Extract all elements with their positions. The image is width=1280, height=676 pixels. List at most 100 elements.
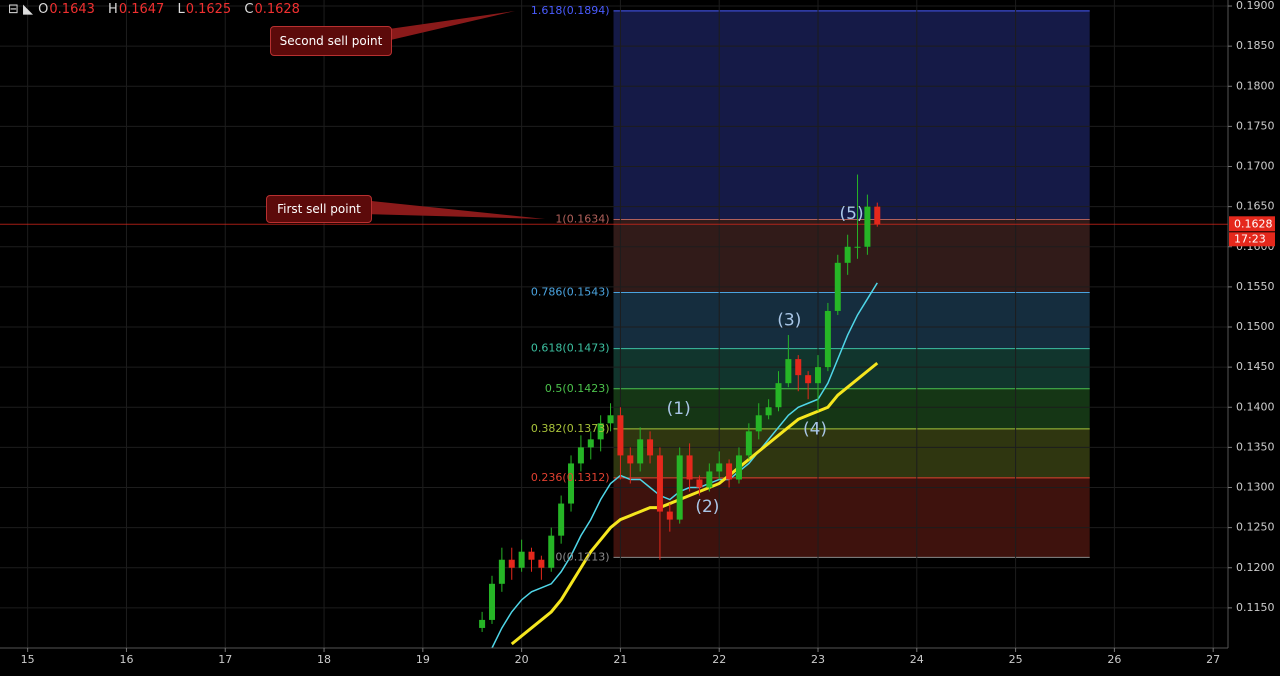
candle-body (805, 375, 812, 384)
x-tick-label: 15 (21, 653, 35, 666)
wave-label: (5) (840, 204, 864, 224)
wave-label: (2) (695, 497, 719, 517)
candle-body (765, 407, 772, 416)
candle-body (479, 619, 486, 628)
x-tick-label: 22 (712, 653, 726, 666)
y-tick-label: 0.1550 (1236, 280, 1275, 293)
ohlc-label: O (38, 2, 49, 17)
y-tick-label: 0.1150 (1236, 601, 1275, 614)
candle-body (716, 463, 723, 472)
x-tick-label: 26 (1107, 653, 1121, 666)
candle-body (834, 262, 841, 311)
time-tag-label: 17:23 (1234, 232, 1266, 245)
candle-body (548, 535, 555, 568)
icon[interactable]: ⊟ ◣ (8, 2, 34, 17)
marks (479, 174, 881, 649)
x-tick-label: 16 (119, 653, 133, 666)
candle-body (874, 206, 881, 225)
fib-zone (613, 477, 1090, 558)
candle-body (597, 423, 604, 440)
x-tick-label: 27 (1206, 653, 1220, 666)
ohlc-header: ⊟ ◣ O0.1643 H0.1647 L0.1625 C0.1628 (8, 2, 309, 17)
annotation: First sell point (266, 195, 372, 223)
candle-body (686, 455, 693, 480)
y-tick-label: 0.1300 (1236, 481, 1275, 494)
y-tick-label: 0.1850 (1236, 39, 1275, 52)
wave-label: (1) (667, 399, 691, 419)
callout-pointer (382, 11, 515, 42)
fib-zone (613, 428, 1090, 478)
fib-label: 1(0.1634) (555, 212, 609, 225)
x-tick-label: 24 (910, 653, 924, 666)
fib-zone (613, 388, 1090, 429)
candle-body (775, 383, 782, 408)
x-tick-label: 25 (1009, 653, 1023, 666)
grid (0, 0, 1228, 648)
candle-body (617, 415, 624, 456)
x-tick-label: 18 (317, 653, 331, 666)
candle-body (528, 551, 535, 560)
y-tick-label: 0.1750 (1236, 119, 1275, 132)
candle-body (854, 246, 861, 248)
ohlc-value: 0.1643 (49, 2, 95, 17)
candle-body (577, 447, 584, 464)
candle-body (656, 455, 663, 512)
fib-label: 0(0.1213) (555, 550, 609, 563)
callout-pointer (362, 200, 545, 219)
candle-body (726, 463, 733, 480)
candle-body (815, 367, 822, 384)
candle-body (498, 559, 505, 584)
fib-label: 0.382(0.1373) (531, 422, 610, 435)
wave-label: (3) (777, 311, 801, 331)
price-tag-label: 0.1628 (1234, 217, 1273, 230)
candle-body (627, 455, 634, 464)
y-tick-label: 0.1450 (1236, 360, 1275, 373)
y-tick-label: 0.1900 (1236, 0, 1275, 12)
candle-body (607, 415, 614, 424)
ohlc-value: 0.1625 (185, 2, 232, 17)
y-tick-label: 0.1800 (1236, 79, 1275, 92)
fib-label: 0.786(0.1543) (531, 286, 610, 299)
y-tick-label: 0.1650 (1236, 200, 1275, 213)
candle-body (538, 559, 545, 568)
candle-body (637, 439, 644, 464)
x-tick-label: 23 (811, 653, 825, 666)
candle-body (824, 310, 831, 368)
wave-label: (4) (803, 420, 827, 440)
moving-average (510, 361, 879, 646)
fib-label: 0.618(0.1473) (531, 342, 610, 355)
candle-body (795, 359, 802, 376)
fib-zone (613, 219, 1090, 293)
candle-body (755, 415, 762, 432)
fib-label: 1.618(0.1894) (531, 4, 610, 17)
candle-body (587, 439, 594, 448)
time-tag (1229, 232, 1275, 247)
y-tick-label: 0.1700 (1236, 160, 1275, 173)
moving-average (491, 282, 878, 649)
ohlc-label: C (244, 2, 254, 17)
candle-body (676, 455, 683, 520)
candle-body (647, 439, 654, 456)
y-tick-label: 0.1350 (1236, 440, 1275, 453)
candle-body (568, 463, 575, 504)
fib-label: 0.5(0.1423) (545, 382, 610, 395)
candle-body (745, 431, 752, 456)
price-tag (1229, 216, 1275, 232)
ohlc-label: H (108, 2, 118, 17)
fib-zone (613, 292, 1090, 349)
x-tick-label: 20 (515, 653, 529, 666)
candle-body (864, 206, 871, 247)
candle-body (706, 471, 713, 488)
candle-body (518, 551, 525, 568)
candle-body (558, 503, 565, 536)
candle-body (735, 455, 742, 480)
ohlc-label: L (177, 2, 185, 17)
fib-zones (613, 10, 1090, 558)
fib-zone (613, 10, 1090, 220)
fib-label: 0.236(0.1312) (531, 471, 610, 484)
candle-body (488, 583, 495, 620)
x-tick-label: 17 (218, 653, 232, 666)
